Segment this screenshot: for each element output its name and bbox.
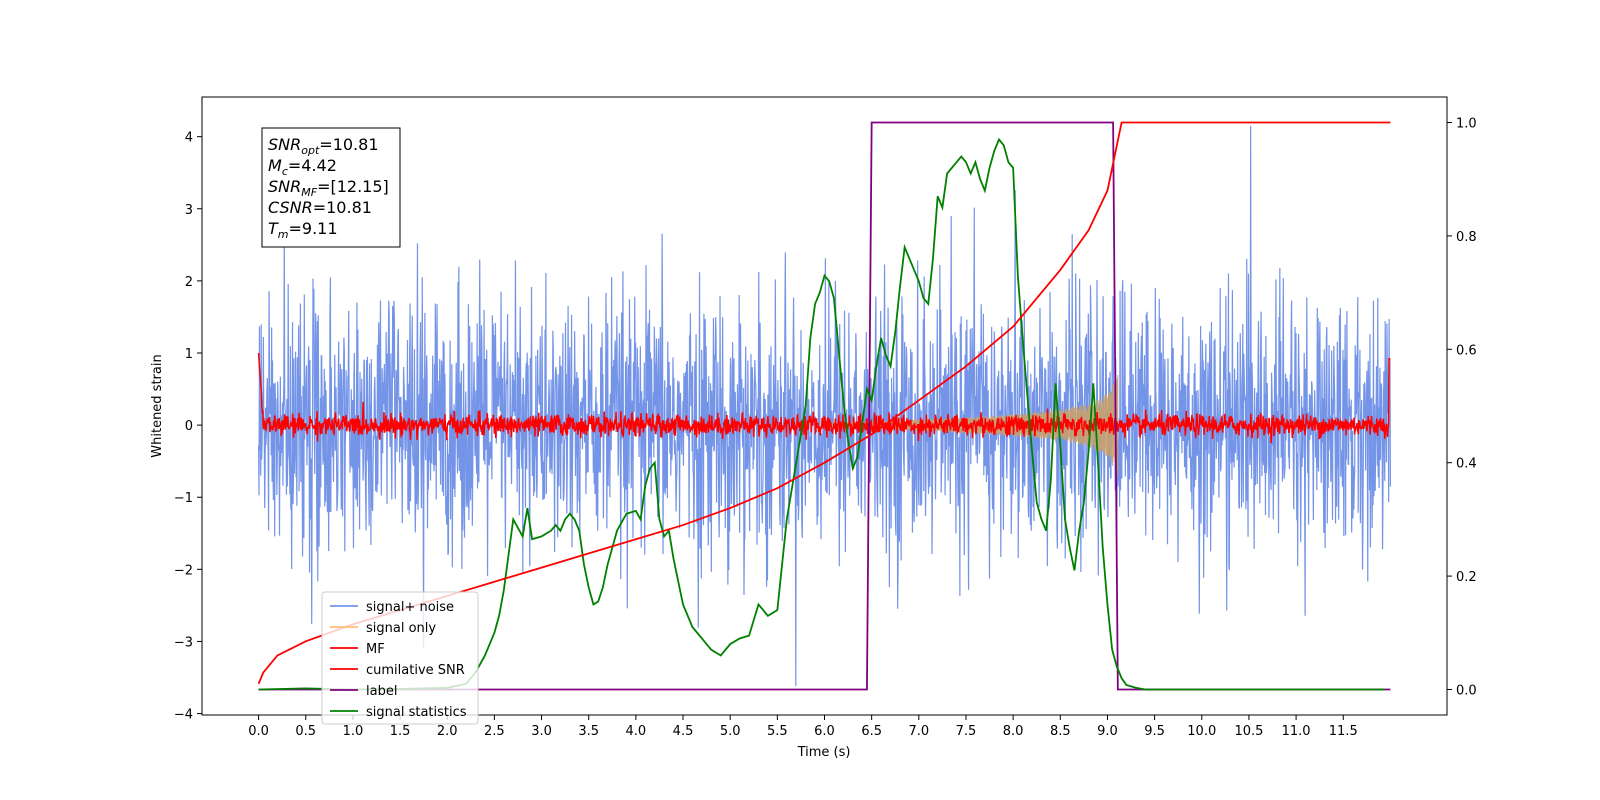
y-right-tick-label: 0.4	[1456, 457, 1477, 472]
x-tick-label: 11.5	[1329, 724, 1358, 739]
y-right-tick-label: 1.0	[1456, 117, 1477, 132]
info-line: SNRopt=10.81	[268, 135, 379, 157]
x-tick-label: 7.5	[956, 724, 977, 739]
y-left-tick-label: 2	[185, 275, 193, 290]
info-line: CSNR=10.81	[268, 198, 372, 217]
y-left-tick-label: −4	[174, 708, 193, 723]
y-right-tick-label: 0.6	[1456, 343, 1477, 358]
x-tick-label: 2.0	[437, 724, 458, 739]
info-value: =4.42	[288, 156, 337, 175]
info-value: =10.81	[313, 198, 372, 217]
y-axis-left: −4 −3 −2 −1 0 1 2 3 4	[174, 131, 202, 723]
x-tick-label: 8.5	[1050, 724, 1071, 739]
x-tick-label: 8.0	[1003, 724, 1024, 739]
x-tick-label: 5.0	[720, 724, 741, 739]
info-line: Mc=4.42	[268, 156, 337, 178]
y-left-tick-label: 1	[185, 347, 193, 362]
x-tick-label: 6.5	[861, 724, 882, 739]
info-value: =[12.15]	[317, 177, 389, 196]
info-symbol: SNR	[268, 177, 301, 196]
x-tick-label: 0.0	[248, 724, 269, 739]
y-right-tick-label: 0.8	[1456, 230, 1477, 245]
info-subscript: opt	[301, 144, 320, 157]
x-tick-label: 6.0	[814, 724, 835, 739]
info-subscript: c	[282, 165, 288, 178]
legend-label: MF	[366, 642, 385, 657]
x-tick-label: 10.0	[1187, 724, 1216, 739]
y-right-tick-label: 0.2	[1456, 570, 1477, 585]
x-axis: 0.0 0.5 1.0 1.5 2.0 2.5 3.0 3.5 4.0 4.5 5.0 5.5 6.0 6…	[248, 715, 1358, 739]
x-tick-label: 3.0	[531, 724, 552, 739]
info-symbol: CSNR	[268, 198, 313, 217]
info-subscript: m	[278, 228, 289, 241]
info-box: SNRopt=10.81Mc=4.42SNRMF=[12.15]CSNR=10.…	[261, 127, 401, 248]
series-signal-statistics	[258, 137, 1385, 691]
x-axis-label: Time (s)	[797, 745, 851, 760]
y-left-tick-label: −3	[174, 635, 193, 650]
series-mf	[257, 352, 1391, 444]
info-symbol: M	[268, 156, 282, 175]
info-line: SNRMF=[12.15]	[268, 177, 389, 199]
x-tick-label: 4.0	[626, 724, 647, 739]
y-left-tick-label: 3	[185, 203, 193, 218]
x-tick-label: 5.5	[767, 724, 788, 739]
x-tick-label: 9.0	[1097, 724, 1118, 739]
legend-frame	[321, 591, 479, 725]
legend: signal+ noise signal only MF cumilative SNR…	[321, 591, 479, 725]
info-box-frame	[261, 127, 401, 248]
info-value: =10.81	[319, 135, 378, 154]
info-line: Tm=9.11	[268, 219, 338, 241]
x-tick-label: 1.5	[390, 724, 411, 739]
y-axis-left-label: Whitened strain	[150, 354, 165, 457]
legend-label: signal statistics	[366, 705, 467, 720]
y-left-tick-label: −2	[174, 563, 193, 578]
info-value: =9.11	[289, 219, 338, 238]
y-axis-right: 0.0 0.2 0.4 0.6 0.8 1.0	[1447, 117, 1477, 698]
y-right-tick-label: 0.0	[1456, 683, 1477, 698]
x-tick-label: 7.0	[908, 724, 929, 739]
legend-label: cumilative SNR	[366, 663, 465, 678]
x-tick-label: 1.0	[343, 724, 364, 739]
info-symbol: T	[268, 219, 279, 238]
x-tick-label: 11.0	[1282, 724, 1311, 739]
y-left-tick-label: 0	[185, 419, 193, 434]
legend-label: label	[366, 684, 397, 699]
legend-label: signal+ noise	[366, 600, 454, 615]
info-symbol: SNR	[268, 135, 301, 154]
info-subscript: MF	[301, 186, 317, 199]
x-tick-label: 9.5	[1144, 724, 1165, 739]
y-left-tick-label: 4	[185, 131, 193, 146]
x-tick-label: 0.5	[295, 724, 316, 739]
series-signal-plus-noise	[257, 125, 1392, 687]
legend-label: signal only	[366, 621, 436, 636]
x-tick-label: 3.5	[578, 724, 599, 739]
x-tick-label: 10.5	[1234, 724, 1263, 739]
y-left-tick-label: −1	[174, 491, 193, 506]
x-tick-label: 2.5	[484, 724, 505, 739]
x-tick-label: 4.5	[673, 724, 694, 739]
